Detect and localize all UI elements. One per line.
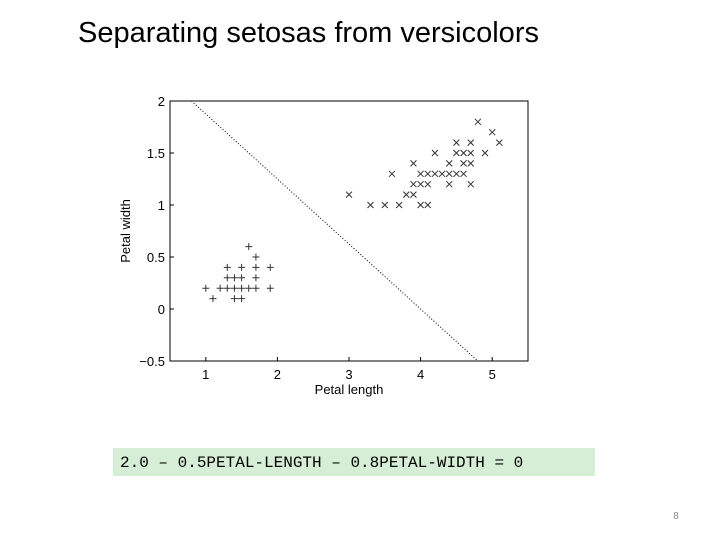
- data-point: [453, 149, 460, 157]
- data-point: [445, 180, 453, 188]
- data-point: [417, 201, 424, 209]
- slide-number: 8: [673, 511, 679, 522]
- data-point: [202, 284, 210, 292]
- data-point: [424, 201, 432, 209]
- data-point: [460, 160, 467, 167]
- data-point: [481, 149, 489, 157]
- data-point: [223, 274, 231, 282]
- data-point: [252, 284, 260, 292]
- data-point: [474, 118, 482, 126]
- data-point: [424, 170, 432, 178]
- equation: 2.0 – 0.5PETAL-LENGTH – 0.8PETAL-WIDTH =…: [120, 454, 523, 472]
- data-point: [266, 263, 274, 271]
- data-point: [230, 274, 238, 282]
- data-point: [438, 170, 446, 178]
- data-point: [381, 201, 389, 209]
- data-point: [345, 191, 353, 198]
- data-point: [467, 139, 475, 146]
- data-point: [467, 149, 475, 157]
- y-tick-label: 0.5: [147, 250, 165, 265]
- data-point: [460, 170, 467, 178]
- data-point: [410, 191, 417, 198]
- data-point: [417, 180, 424, 188]
- data-point: [238, 263, 246, 271]
- data-point: [417, 170, 424, 178]
- data-point: [252, 263, 260, 271]
- x-tick-label: 5: [489, 367, 496, 382]
- y-tick-label: 1: [158, 198, 165, 213]
- data-point: [467, 180, 475, 188]
- data-point: [431, 149, 439, 157]
- data-point: [245, 284, 253, 292]
- data-point: [238, 295, 246, 303]
- data-point: [223, 284, 231, 292]
- data-point: [230, 284, 238, 292]
- data-point: [252, 274, 260, 282]
- data-point: [402, 191, 410, 198]
- x-tick-label: 4: [417, 367, 424, 382]
- data-point: [238, 274, 246, 282]
- data-point: [460, 149, 467, 157]
- equation-box: [113, 448, 595, 476]
- data-point: [209, 295, 217, 303]
- data-point: [266, 284, 274, 292]
- data-point: [488, 128, 496, 136]
- data-point: [252, 253, 260, 261]
- data-point: [216, 284, 224, 292]
- data-point: [496, 139, 503, 146]
- data-point: [453, 170, 460, 178]
- y-tick-label: 2: [158, 94, 165, 109]
- y-axis-label: Petal width: [118, 199, 133, 263]
- data-point: [367, 201, 374, 209]
- data-point: [410, 160, 417, 167]
- x-axis-label: Petal length: [315, 382, 384, 397]
- data-point: [445, 170, 453, 178]
- data-point: [431, 170, 439, 178]
- data-point: [424, 180, 432, 188]
- data-point: [395, 201, 403, 209]
- x-tick-label: 3: [345, 367, 352, 382]
- slide-title: Separating setosas from versicolors: [78, 17, 539, 49]
- data-point: [410, 180, 417, 188]
- x-tick-label: 1: [202, 367, 209, 382]
- x-tick-label: 2: [274, 367, 281, 382]
- y-tick-label: −0.5: [139, 354, 165, 369]
- data-point: [467, 160, 475, 167]
- y-tick-label: 1.5: [147, 146, 165, 161]
- data-point: [223, 263, 231, 271]
- data-point: [388, 170, 396, 178]
- decision-boundary: [191, 100, 479, 362]
- data-point: [245, 243, 253, 251]
- data-point: [230, 295, 238, 303]
- data-point: [238, 284, 246, 292]
- data-point: [453, 139, 460, 146]
- data-point: [445, 160, 453, 167]
- plot-frame: [169, 100, 529, 362]
- y-tick-label: 0: [158, 302, 165, 317]
